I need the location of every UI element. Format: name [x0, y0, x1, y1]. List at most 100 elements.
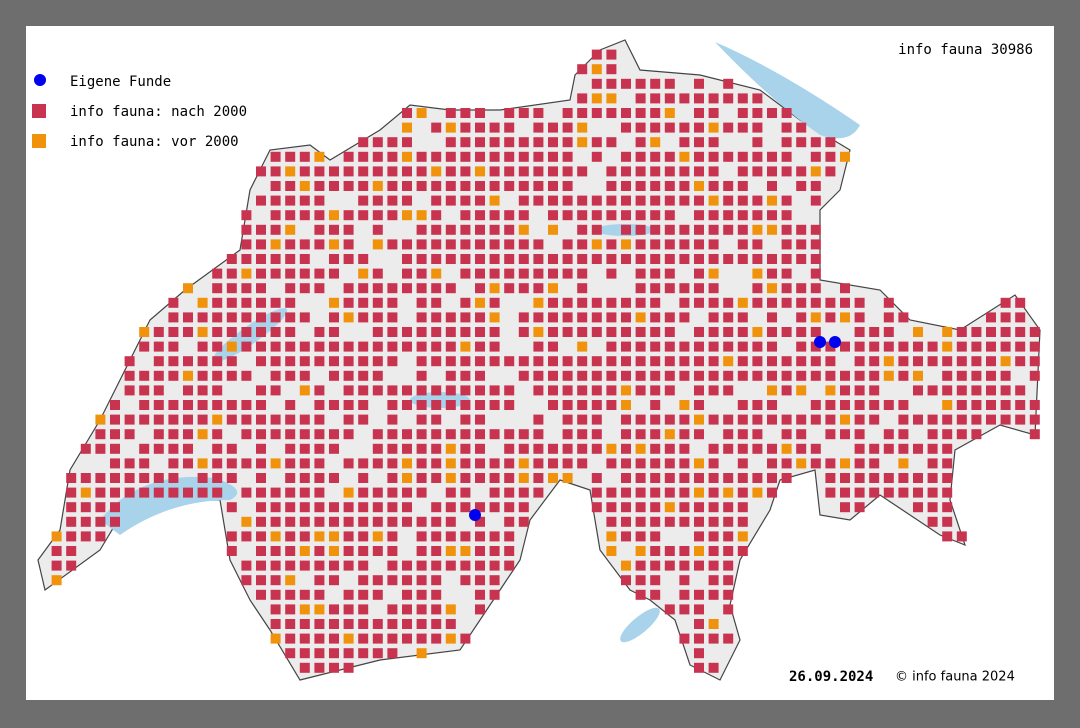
grid-square [986, 370, 996, 381]
grid-square [591, 502, 602, 513]
grid-square [314, 327, 325, 337]
grid-square [416, 414, 427, 425]
grid-square [562, 400, 573, 410]
grid-square [752, 443, 763, 454]
grid-square [212, 283, 223, 294]
grid-square [664, 210, 675, 221]
grid-square [635, 151, 646, 162]
grid-square [431, 633, 442, 644]
grid-square [285, 516, 296, 527]
grid-square [387, 239, 398, 250]
grid-square [650, 93, 661, 104]
grid-square [197, 356, 208, 367]
grid-square [329, 210, 339, 221]
grid-square [168, 370, 179, 381]
grid-square [781, 429, 792, 440]
grid-square [796, 458, 807, 469]
grid-square [445, 400, 456, 410]
grid-square [752, 414, 763, 425]
grid-square [635, 239, 646, 250]
grid-square [577, 137, 588, 148]
grid-square [329, 516, 339, 527]
grid-square [329, 560, 339, 571]
grid-square [664, 487, 675, 498]
grid-square [548, 224, 558, 235]
grid-square [460, 341, 471, 352]
grid-square [927, 443, 938, 454]
grid-square [737, 122, 748, 133]
grid-square [708, 93, 719, 104]
grid-square [591, 487, 602, 498]
grid-square [299, 648, 310, 659]
grid-square [767, 151, 777, 162]
grid-square [504, 356, 515, 367]
grid-square [591, 49, 602, 60]
grid-square [723, 210, 734, 221]
own-finds [469, 336, 841, 521]
grid-square [153, 356, 164, 367]
grid-square [489, 356, 500, 367]
grid-square [898, 356, 909, 367]
grid-square [387, 385, 398, 396]
grid-square [197, 341, 208, 352]
grid-square [329, 400, 339, 410]
grid-square [299, 268, 310, 279]
grid-square [869, 385, 880, 396]
grid-square [606, 443, 617, 454]
grid-square [445, 619, 456, 629]
grid-square [153, 341, 164, 352]
grid-square [241, 254, 252, 264]
grid-square [606, 137, 617, 148]
grid-square [139, 370, 150, 381]
grid-square [475, 341, 485, 352]
grid-square [314, 619, 325, 629]
grid-square [343, 181, 354, 191]
grid-square [767, 210, 777, 221]
grid-square [577, 429, 588, 440]
grid-square [591, 327, 602, 337]
grid-square [942, 473, 953, 483]
grid-square [1000, 297, 1011, 308]
grid-square [358, 151, 369, 162]
grid-square [299, 370, 310, 381]
grid-square [226, 283, 237, 294]
grid-square [270, 224, 281, 235]
grid-square [737, 458, 748, 469]
grid-square [591, 93, 602, 104]
grid-square [927, 473, 938, 483]
grid-square [518, 239, 529, 250]
grid-square [299, 546, 310, 556]
grid-square [270, 181, 281, 191]
grid-square [548, 356, 558, 367]
grid-square [372, 181, 383, 191]
grid-square [402, 589, 412, 600]
grid-square [533, 151, 544, 162]
grid-square [898, 414, 909, 425]
grid-square [577, 108, 588, 118]
grid-square [635, 166, 646, 177]
grid-square [694, 502, 704, 513]
grid-square [679, 414, 690, 425]
grid-square [694, 662, 704, 673]
grid-square [694, 181, 704, 191]
grid-square [329, 546, 339, 556]
grid-square [183, 327, 193, 337]
grid-square [110, 473, 120, 483]
grid-square [606, 254, 617, 264]
grid-square [1015, 327, 1026, 337]
grid-square [591, 64, 602, 75]
grid-square [869, 370, 880, 381]
grid-square [1015, 341, 1026, 352]
grid-square [416, 443, 427, 454]
grid-square [372, 210, 383, 221]
grid-square [621, 414, 631, 425]
grid-square [986, 414, 996, 425]
grid-square [226, 370, 237, 381]
grid-square [694, 385, 704, 396]
grid-square [212, 297, 223, 308]
grid-square [854, 356, 865, 367]
grid-square [358, 648, 369, 659]
grid-square [810, 414, 821, 425]
grid-square [606, 327, 617, 337]
grid-square [66, 473, 77, 483]
